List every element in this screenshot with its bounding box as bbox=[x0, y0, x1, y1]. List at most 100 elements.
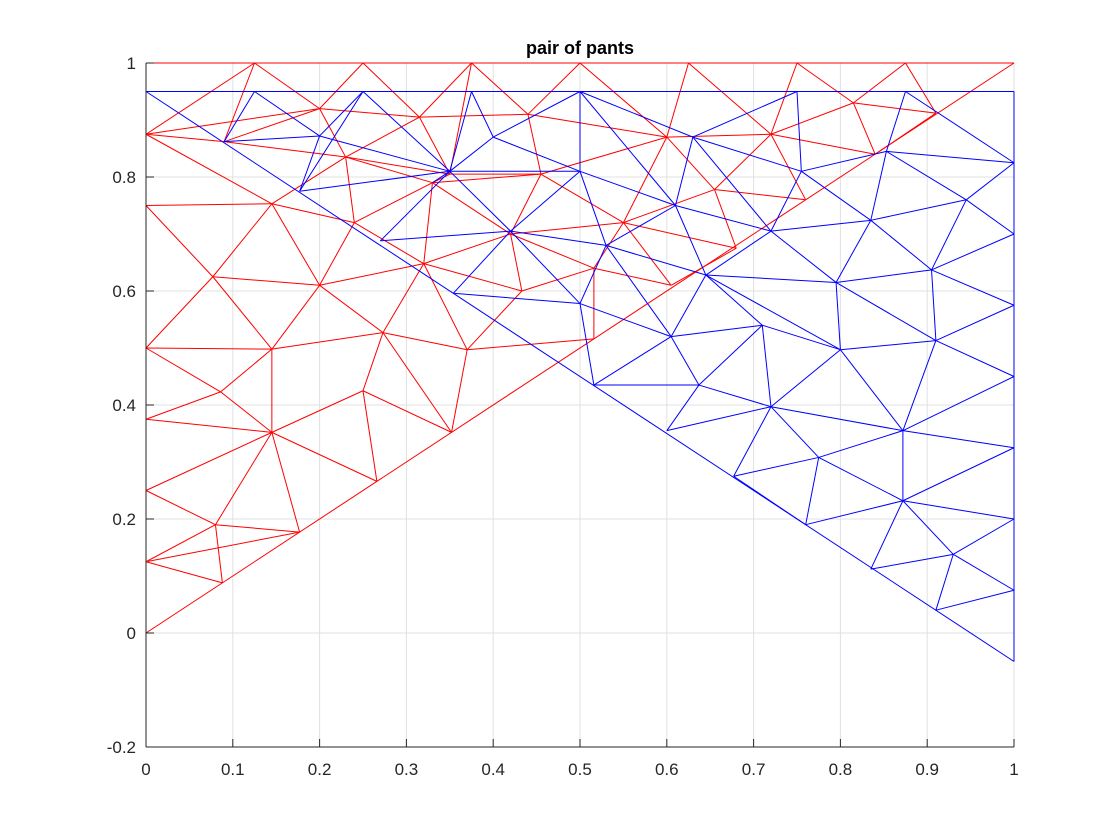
mesh-edge bbox=[510, 230, 607, 246]
mesh-edge bbox=[145, 133, 273, 205]
mesh-edge bbox=[214, 524, 223, 583]
mesh-edge bbox=[796, 62, 854, 104]
y-tick-label: 0.6 bbox=[112, 282, 136, 301]
mesh-edge bbox=[818, 456, 904, 502]
mesh-edge bbox=[870, 219, 932, 271]
mesh-edge bbox=[215, 524, 300, 533]
mesh-edge bbox=[423, 263, 522, 292]
mesh-edge bbox=[674, 136, 694, 206]
mesh-edge bbox=[271, 156, 346, 205]
x-tick-label: 0.8 bbox=[829, 760, 853, 779]
mesh-edge bbox=[224, 135, 320, 143]
y-tick-label: 1 bbox=[127, 54, 136, 73]
mesh-edge bbox=[453, 292, 581, 305]
mesh-edge bbox=[835, 282, 937, 342]
x-axis-ticks: 0 0.1 0.2 0.3 0.4 0.5 0.6 0.7 0.8 0.9 1 bbox=[141, 739, 1019, 779]
mesh-edge bbox=[362, 332, 384, 391]
mesh-edge bbox=[354, 222, 425, 265]
mesh-edge bbox=[449, 62, 472, 175]
mesh-edge bbox=[733, 406, 772, 477]
mesh-edge bbox=[451, 349, 468, 433]
mesh-edge bbox=[733, 456, 819, 477]
mesh-edge bbox=[271, 432, 301, 533]
x-tick-label: 0.9 bbox=[915, 760, 939, 779]
mesh-edge bbox=[471, 62, 529, 115]
mesh-edge bbox=[870, 199, 967, 221]
mesh-edge bbox=[770, 406, 903, 432]
mesh-edge bbox=[579, 91, 676, 206]
x-tick-label: 0.2 bbox=[308, 760, 332, 779]
mesh-edge bbox=[145, 108, 320, 135]
mesh-edge bbox=[299, 135, 321, 192]
mesh-edge bbox=[593, 336, 672, 386]
mesh-edge bbox=[666, 384, 700, 431]
mesh-edge bbox=[671, 324, 763, 338]
mesh-edge bbox=[670, 336, 700, 386]
mesh-edge bbox=[714, 189, 806, 201]
mesh-edge bbox=[419, 113, 528, 118]
mesh-edge bbox=[145, 391, 221, 420]
mesh-edge bbox=[770, 230, 837, 283]
mesh-edge bbox=[510, 233, 595, 269]
mesh-edge bbox=[362, 62, 420, 118]
mesh-edge bbox=[510, 222, 624, 235]
mesh-edge bbox=[223, 108, 320, 143]
mesh-edge bbox=[319, 108, 420, 118]
mesh-edge bbox=[579, 245, 607, 304]
y-tick-label: -0.2 bbox=[107, 738, 136, 757]
mesh-edge bbox=[688, 62, 772, 135]
mesh-edge bbox=[254, 62, 320, 110]
mesh-edge bbox=[145, 62, 1015, 634]
x-tick-label: 0.1 bbox=[221, 760, 245, 779]
mesh-edge bbox=[145, 205, 214, 278]
mesh-edge bbox=[698, 324, 763, 386]
mesh-edge bbox=[145, 276, 214, 349]
mesh-edge bbox=[423, 233, 511, 265]
mesh-edge bbox=[835, 220, 872, 283]
mesh-edge bbox=[145, 203, 272, 206]
mesh-edge bbox=[510, 233, 523, 292]
mesh-edge bbox=[452, 230, 511, 294]
mesh-edge bbox=[354, 182, 433, 224]
mesh-edge bbox=[902, 376, 1015, 432]
mesh-edge bbox=[145, 133, 225, 143]
mesh-edge bbox=[540, 173, 624, 224]
mesh-edge bbox=[770, 62, 798, 135]
mesh-edge bbox=[223, 62, 255, 142]
mesh-edge bbox=[212, 276, 273, 350]
mesh-edge bbox=[510, 173, 542, 235]
mesh-series-1 bbox=[145, 91, 1015, 662]
mesh-edge bbox=[801, 150, 887, 172]
mesh-edge bbox=[670, 247, 737, 286]
mesh-edge bbox=[762, 324, 841, 351]
mesh-edge bbox=[362, 390, 378, 482]
mesh-edge bbox=[770, 219, 871, 232]
mesh-edge bbox=[345, 156, 450, 175]
mesh-edge bbox=[931, 269, 937, 341]
mesh-edge bbox=[299, 170, 450, 192]
mesh-edge bbox=[885, 91, 906, 152]
mesh-edge bbox=[432, 170, 451, 184]
y-tick-label: 0.2 bbox=[112, 510, 136, 529]
mesh-edge bbox=[902, 447, 1015, 502]
mesh-edge bbox=[770, 171, 802, 232]
mesh-edge bbox=[770, 406, 820, 458]
mesh-edge bbox=[835, 269, 932, 283]
mesh-edge bbox=[905, 62, 937, 114]
mesh-edge bbox=[527, 114, 542, 175]
mesh-edge bbox=[449, 170, 511, 232]
mesh-edge bbox=[593, 267, 672, 286]
mesh-edge bbox=[840, 340, 936, 351]
mesh-edge bbox=[818, 430, 904, 458]
x-tick-label: 0 bbox=[141, 760, 150, 779]
x-tick-label: 0.3 bbox=[395, 760, 419, 779]
mesh-edge bbox=[952, 518, 1015, 555]
mesh-edge bbox=[675, 205, 707, 276]
mesh-edge bbox=[271, 285, 321, 350]
mesh-edge bbox=[521, 267, 595, 292]
mesh-edge bbox=[145, 91, 1015, 662]
mesh-edge bbox=[145, 347, 221, 393]
mesh-edge bbox=[935, 554, 954, 611]
mesh-edge bbox=[299, 91, 364, 192]
mesh-edge bbox=[733, 475, 806, 526]
